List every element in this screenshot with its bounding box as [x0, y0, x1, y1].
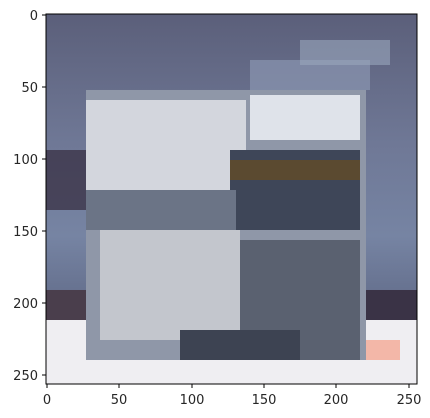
y-tick-label: 50 — [21, 81, 38, 96]
x-tick-label: 200 — [324, 393, 349, 408]
pixelated-photo — [46, 14, 417, 384]
x-tick-label: 0 — [43, 393, 51, 408]
x-tick-label: 50 — [111, 393, 128, 408]
y-tick-label: 150 — [13, 225, 38, 240]
y-tick-label: 200 — [13, 297, 38, 312]
y-tick-label: 250 — [13, 369, 38, 384]
x-tick-label: 100 — [180, 393, 205, 408]
y-axis: 0 50 100 150 200 250 — [13, 9, 46, 384]
x-axis: 0 50 100 150 200 250 — [43, 384, 422, 408]
y-tick-label: 0 — [30, 9, 38, 24]
y-tick-label: 100 — [13, 153, 38, 168]
x-tick-label: 250 — [397, 393, 422, 408]
x-tick-label: 150 — [252, 393, 277, 408]
axes-frame — [45, 13, 418, 385]
